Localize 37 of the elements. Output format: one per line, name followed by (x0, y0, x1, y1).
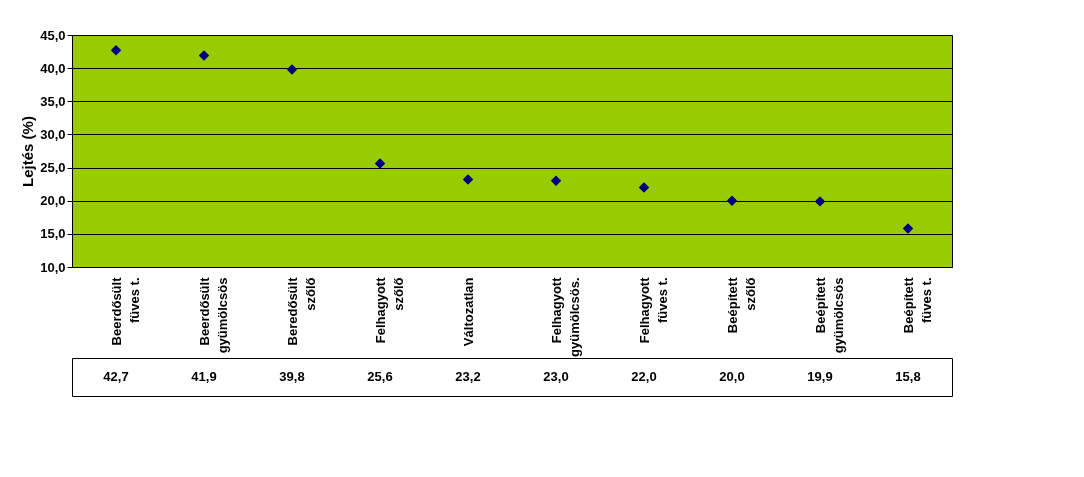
y-tick-label: 35,0 (40, 93, 66, 109)
x-tick-label: Beredősült szőlő (284, 276, 318, 346)
x-tick-label: Felhagyott füves t. (636, 276, 670, 344)
y-tick-label: 10,0 (40, 259, 66, 275)
point (550, 175, 562, 187)
x-tick-label: Beépített füves t. (900, 276, 934, 334)
data-label: 20,0 (719, 369, 745, 384)
data-label: 23,2 (455, 369, 481, 384)
point (286, 64, 298, 75)
y-tick-label: 15,0 (40, 226, 66, 242)
x-tick-label: Változatlan (460, 277, 476, 347)
data-label: 22,0 (631, 369, 657, 384)
y-tick-label: 25,0 (40, 160, 66, 176)
y-tick-label: 45,0 (40, 27, 66, 43)
x-tick-label: Beépített szőlő (724, 276, 758, 334)
point (198, 50, 210, 61)
data-label: 41,9 (191, 369, 217, 384)
point (814, 196, 826, 207)
x-tick-label: Felhagyott szőlő (372, 276, 406, 344)
data-label: 15,8 (895, 369, 921, 384)
y-tick-label: 30,0 (40, 126, 66, 142)
data-label: 42,7 (103, 369, 129, 384)
data-label: 23,0 (543, 369, 569, 384)
data-label: 19,9 (807, 369, 833, 384)
x-tick-label: Beerdősült füves t. (108, 276, 142, 346)
data-label: 25,6 (367, 369, 393, 384)
point (462, 174, 474, 185)
x-tick-label: Felhagyott gyümölcsös. (548, 276, 582, 357)
y-axis-title: Lejtés (%) (19, 116, 37, 187)
point (374, 158, 386, 169)
point (902, 223, 914, 234)
y-tick-label: 20,0 (40, 193, 66, 209)
point (726, 195, 738, 206)
y-tick-label: 40,0 (40, 60, 66, 76)
point (638, 182, 650, 193)
data-label: 39,8 (279, 369, 305, 384)
point (110, 45, 122, 56)
